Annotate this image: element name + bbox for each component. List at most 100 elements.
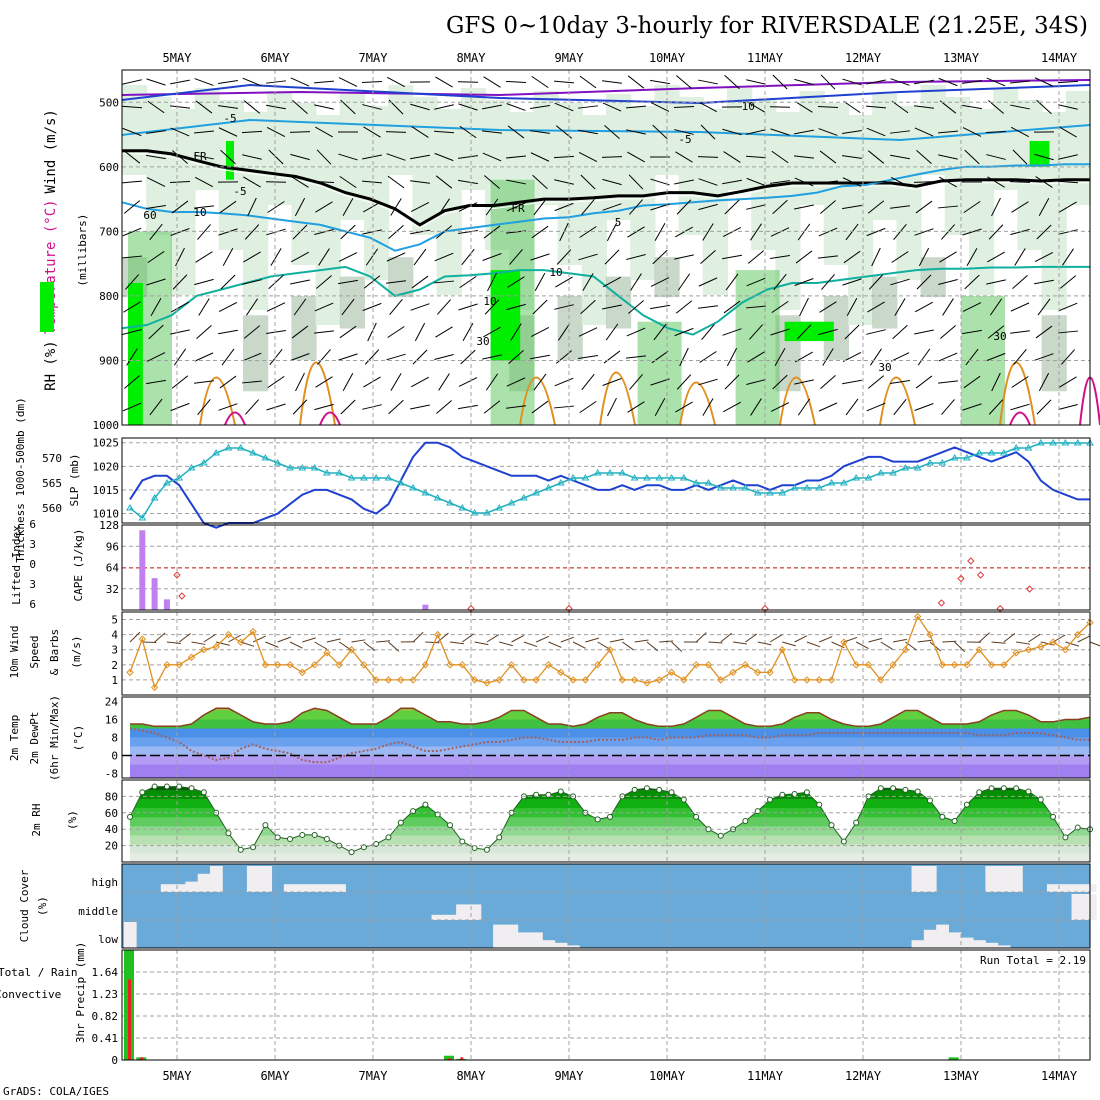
wind-barb <box>708 641 723 644</box>
wind-speed-point <box>397 676 405 684</box>
y-tick-left: 3 <box>29 538 36 551</box>
li-point <box>1025 585 1034 593</box>
wind-barb <box>124 375 140 389</box>
wind-barb <box>482 130 502 134</box>
rh-point <box>348 849 355 856</box>
temp-band <box>130 728 1090 738</box>
cloud-bar <box>517 932 531 948</box>
wind-barb <box>581 373 595 391</box>
wind-barb <box>991 372 1001 392</box>
wind-barb <box>917 348 931 366</box>
wind-barb <box>675 151 693 163</box>
rh-point <box>287 836 293 843</box>
wind-barb <box>361 180 383 184</box>
bottom-date-axis: 5MAY 6MAY 7MAY 8MAY 9MAY 10MAY 11MAY 12MAY 13MAY… <box>163 1069 1078 1083</box>
wind-speed-point <box>753 668 762 677</box>
wind-barb <box>890 130 910 134</box>
cloud-axis-label: Cloud Cover <box>18 869 31 942</box>
wind-barb <box>1065 641 1079 647</box>
wind-barb <box>722 226 742 238</box>
wind-barb <box>123 301 141 313</box>
temperature-line <box>130 707 1091 728</box>
wind-barb <box>819 301 837 313</box>
wind-barb <box>1060 349 1076 365</box>
rh-axis-units: (%) <box>66 810 79 830</box>
wind-barb <box>508 350 524 364</box>
cloud-bar <box>443 914 457 920</box>
wind-barb <box>700 124 716 140</box>
thickness-point <box>138 514 147 521</box>
wind-barb <box>533 373 547 391</box>
wind-speed-point <box>335 661 343 669</box>
wind-barb <box>938 352 958 362</box>
wind-barb <box>770 227 790 237</box>
wind-barb <box>962 329 982 335</box>
thickness-point <box>396 479 405 486</box>
thickness-point <box>729 484 737 491</box>
wind-barb <box>634 639 649 643</box>
cloud-bar <box>493 924 506 948</box>
thickness-point <box>310 464 319 471</box>
wind-barb <box>292 224 308 240</box>
thickness-point <box>519 494 528 501</box>
rh-grey-band <box>339 276 365 329</box>
y-tick-label: 4 <box>111 629 118 642</box>
cloud-bar <box>530 932 543 948</box>
wind-barb <box>578 105 598 109</box>
rh-point <box>471 845 478 852</box>
rh-point <box>988 785 995 792</box>
wind-speed-point <box>643 679 651 687</box>
wind-barb <box>219 375 237 389</box>
wind-barb <box>868 274 884 290</box>
temp-band <box>130 764 1090 778</box>
wind-barb <box>318 248 330 266</box>
rh-grey-band <box>872 276 898 329</box>
rh-point <box>816 801 823 808</box>
wind-barb <box>701 323 715 341</box>
wind-barb <box>1034 153 1054 161</box>
y-tick-right: 32 <box>106 583 119 596</box>
panel-frame <box>121 696 1091 779</box>
wind-barb <box>246 298 258 316</box>
slp-line <box>129 441 1090 529</box>
cloud-bar <box>197 873 211 892</box>
wind-barb <box>506 405 526 409</box>
wind-speed-point <box>458 661 467 669</box>
rh-point <box>127 813 133 820</box>
wind-speed-point <box>889 661 897 669</box>
rh-point <box>200 789 207 796</box>
temperature-contour-warm <box>879 376 916 426</box>
wind-barb <box>218 79 238 85</box>
wind-barb <box>438 373 450 391</box>
date-label: 10MAY <box>649 51 686 65</box>
wind-speed-point <box>261 661 270 669</box>
precip-axis-units: (mm) <box>74 942 87 969</box>
thickness-point <box>483 509 491 516</box>
wind-barb <box>722 328 742 336</box>
li-point <box>957 574 965 583</box>
rh-point <box>717 832 724 839</box>
wind-barb <box>842 129 862 135</box>
precip-total-legend: Total / Rain <box>0 966 77 979</box>
rh-point <box>1025 788 1032 795</box>
wind-barb <box>386 76 406 88</box>
y-tick-right: 64 <box>106 562 120 575</box>
wind-barb <box>818 180 838 184</box>
wind-barb <box>871 247 881 267</box>
wind-barb <box>843 250 861 264</box>
wind-barb <box>702 398 714 416</box>
wind-barb <box>581 198 595 216</box>
wind-speed-point <box>1037 643 1045 651</box>
li-point <box>467 604 475 613</box>
wind-barb <box>650 79 670 85</box>
wind-barb <box>414 322 426 342</box>
wind-barb <box>530 152 550 162</box>
wind-barb <box>962 104 982 110</box>
wind-barb <box>842 204 862 210</box>
wind-barb <box>674 179 694 185</box>
temperature-contour-warm <box>779 376 816 426</box>
wind-barb <box>722 128 742 136</box>
wind-barb <box>818 227 838 237</box>
wind-speed-point <box>741 661 750 669</box>
